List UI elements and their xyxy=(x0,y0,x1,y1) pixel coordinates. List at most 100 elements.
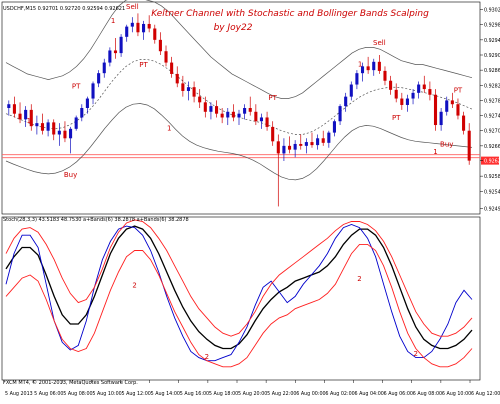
candle-body xyxy=(29,109,33,127)
stochastic-main-line xyxy=(5,225,473,350)
candle-body xyxy=(467,130,471,161)
candle-body xyxy=(153,28,157,40)
candle-body xyxy=(271,126,275,142)
stochastic-annotation: 2 xyxy=(357,275,361,283)
keltner-lower-line xyxy=(5,103,473,181)
candle-body xyxy=(282,145,286,154)
candle-body xyxy=(85,98,89,108)
candle-body xyxy=(214,106,219,114)
x-axis-label: 6 Aug 06:00 xyxy=(384,391,413,397)
candle-body xyxy=(349,84,353,97)
candle-body xyxy=(445,100,449,112)
candle-body xyxy=(186,87,191,91)
candle-body xyxy=(439,111,443,126)
price-axis-label: 0.92621 xyxy=(484,159,500,165)
price-annotation: 1 xyxy=(27,117,31,125)
candle-body xyxy=(46,122,50,131)
x-axis-label: 6 Aug 00:00 xyxy=(296,391,325,397)
candle-body xyxy=(97,73,101,84)
candle-body xyxy=(265,117,269,127)
price-annotation: PT xyxy=(454,86,463,94)
x-axis-label: 5 Aug 22:00 xyxy=(267,391,296,397)
keltner-upper-line xyxy=(5,0,473,99)
price-panel-frame xyxy=(1,1,481,215)
indicator-label: Stoch(28,3,3) 43.5183 48.7530 a+Bands(6)… xyxy=(3,217,189,223)
candle-body xyxy=(108,50,112,63)
price-axis-label: 0.92495 xyxy=(484,206,500,212)
candle-body xyxy=(102,62,106,74)
candle-body xyxy=(332,121,336,133)
candle-body xyxy=(231,111,235,118)
x-axis-label: 6 Aug 02:00 xyxy=(325,391,354,397)
candle-body xyxy=(338,106,342,122)
candle-body xyxy=(209,106,213,112)
x-axis-label: 6 Aug 08:00 xyxy=(413,391,442,397)
candle-body xyxy=(248,108,252,112)
current-price-tag xyxy=(481,156,499,165)
candle-body xyxy=(142,23,146,33)
candle-body xyxy=(170,62,174,74)
candle-body xyxy=(7,104,11,108)
candle-body xyxy=(254,111,258,122)
candle-body xyxy=(113,50,118,54)
candle-body xyxy=(203,102,207,112)
candle-body xyxy=(327,132,331,143)
candle-body xyxy=(355,73,359,85)
price-annotation: Buy xyxy=(64,171,77,179)
x-axis-label: 5 Aug 2013 xyxy=(5,391,33,397)
candle-body xyxy=(130,22,134,27)
candle-body xyxy=(304,142,308,146)
candle-body xyxy=(220,113,224,118)
candle-body xyxy=(63,130,67,139)
x-axis-label: 5 Aug 08:00 xyxy=(63,391,92,397)
candle-body xyxy=(243,108,247,114)
x-axis-label: 5 Aug 10:00 xyxy=(92,391,121,397)
x-axis-label: 5 Aug 12:00 xyxy=(122,391,151,397)
candle-body xyxy=(74,117,78,129)
x-axis-label: 6 Aug 10:00 xyxy=(442,391,471,397)
candle-body xyxy=(417,84,421,93)
candle-body xyxy=(372,61,376,71)
stochastic-panel-frame xyxy=(1,216,481,381)
candle-body xyxy=(366,66,370,71)
bollinger-lower-line xyxy=(5,243,473,368)
x-axis-label: 5 Aug 16:00 xyxy=(180,391,209,397)
stochastic-signal-line xyxy=(5,224,473,362)
x-axis-label: 5 Aug 14:00 xyxy=(151,391,180,397)
stochastic-annotation: 2 xyxy=(205,353,209,361)
candle-body xyxy=(181,83,185,91)
candle-body xyxy=(18,113,22,120)
price-annotation: Buy xyxy=(440,141,453,149)
candle-body xyxy=(316,138,320,146)
price-annotation: 1 xyxy=(111,17,115,25)
candle-body xyxy=(276,141,280,154)
candle-body xyxy=(360,66,365,74)
price-annotation: PT xyxy=(139,61,148,69)
symbol-label: USDCHF,M15 0.92701 0.92720 0.92594 0.926… xyxy=(3,6,125,12)
candle-body xyxy=(164,51,168,63)
candle-body xyxy=(237,113,241,118)
candle-body xyxy=(147,23,151,29)
price-annotation: 1 xyxy=(433,148,437,156)
price-annotation: PT xyxy=(392,114,401,122)
candle-body xyxy=(136,22,140,33)
x-axis-label: 6 Aug 04:00 xyxy=(355,391,384,397)
candle-body xyxy=(405,98,409,105)
candle-body xyxy=(259,117,264,122)
candle-body xyxy=(321,138,325,143)
candle-body xyxy=(287,145,292,150)
candle-body xyxy=(377,61,381,71)
candle-body xyxy=(299,143,303,146)
candle-body xyxy=(428,89,432,95)
candle-body xyxy=(158,39,162,52)
candle-body xyxy=(198,96,202,103)
